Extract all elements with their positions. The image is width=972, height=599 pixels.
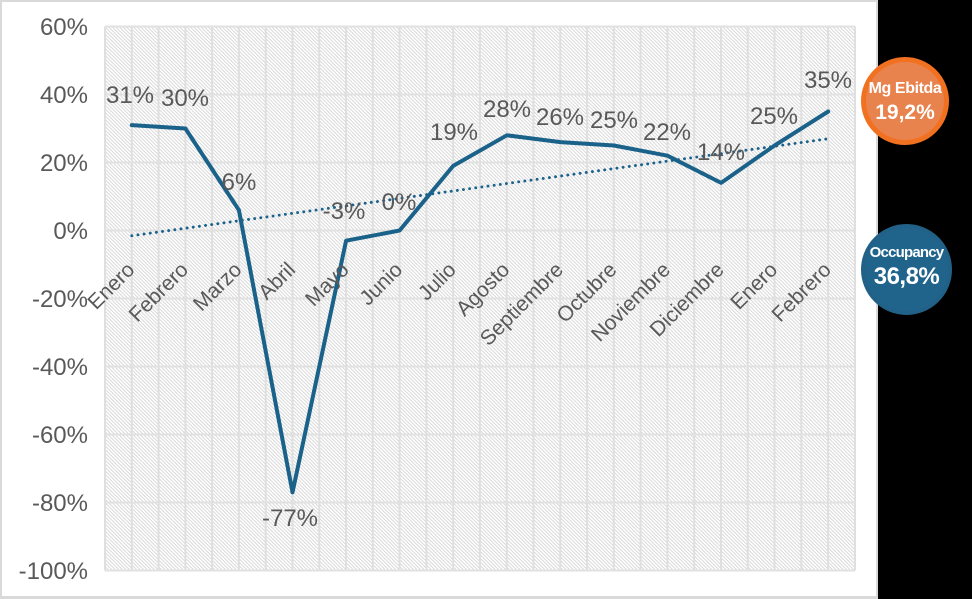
svg-text:-40%: -40%: [32, 354, 88, 381]
svg-text:25%: 25%: [590, 107, 638, 134]
svg-text:0%: 0%: [53, 218, 88, 245]
svg-text:-20%: -20%: [32, 286, 88, 313]
svg-text:-80%: -80%: [32, 490, 88, 517]
svg-text:26%: 26%: [536, 104, 584, 131]
svg-text:60%: 60%: [40, 14, 88, 41]
svg-text:-60%: -60%: [32, 422, 88, 449]
svg-text:40%: 40%: [40, 82, 88, 109]
svg-text:31%: 31%: [106, 82, 154, 109]
svg-text:6%: 6%: [222, 169, 257, 196]
svg-text:14%: 14%: [697, 139, 745, 166]
svg-text:-77%: -77%: [262, 505, 318, 532]
svg-text:19%: 19%: [430, 119, 478, 146]
svg-text:0%: 0%: [382, 189, 417, 216]
svg-text:22%: 22%: [643, 119, 691, 146]
svg-text:25%: 25%: [750, 103, 798, 130]
svg-text:35%: 35%: [804, 67, 852, 94]
svg-text:-3%: -3%: [323, 198, 366, 225]
svg-text:-100%: -100%: [19, 558, 88, 585]
svg-text:20%: 20%: [40, 150, 88, 177]
svg-text:30%: 30%: [161, 85, 209, 112]
svg-text:28%: 28%: [483, 96, 531, 123]
